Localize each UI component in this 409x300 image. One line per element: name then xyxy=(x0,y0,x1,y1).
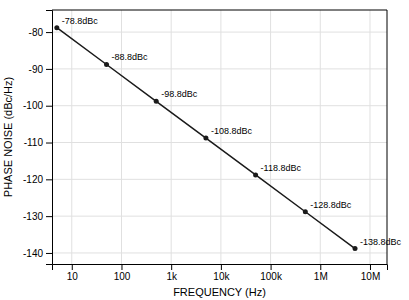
grid-line xyxy=(52,68,387,69)
tick: 1k xyxy=(166,264,178,282)
tick: -90 xyxy=(29,64,52,75)
x-axis: 10 100 1k 10k 100k 1M 10M xyxy=(53,264,388,282)
tick-label: 10M xyxy=(361,271,380,282)
line xyxy=(57,28,355,249)
data-label: -88.8dBc xyxy=(112,52,149,62)
grid-line xyxy=(52,142,387,143)
data-label: -98.8dBc xyxy=(161,89,198,99)
tick: -130 xyxy=(23,211,52,222)
tick-label: -120 xyxy=(23,174,43,185)
point xyxy=(203,136,208,141)
tick-mark xyxy=(46,216,52,217)
y-axis: -80 -90 -100 -110 -120 -130 -140 xyxy=(23,11,53,265)
tick-label: 1k xyxy=(166,271,178,282)
point xyxy=(54,25,59,30)
tick-mark xyxy=(221,264,222,270)
tick-mark xyxy=(46,69,52,70)
tick-label: -140 xyxy=(23,248,43,259)
data-label: -128.8dBc xyxy=(310,200,352,210)
tick-mark xyxy=(370,264,371,270)
tick-label: -100 xyxy=(23,100,43,111)
grid xyxy=(52,10,387,264)
y-axis-title: PHASE NOISE (dBc/Hz) xyxy=(2,77,14,197)
tick: 1M xyxy=(314,264,328,282)
data-label: -118.8dBc xyxy=(261,163,302,173)
grid-line xyxy=(52,179,387,180)
point xyxy=(253,172,258,177)
grid-line xyxy=(52,105,387,106)
grid-line xyxy=(52,32,387,33)
grid-line xyxy=(52,216,387,217)
tick-label: 1M xyxy=(314,271,328,282)
tick: 100k xyxy=(260,264,283,282)
tick-label: -110 xyxy=(24,137,44,148)
tick-label: -130 xyxy=(23,211,43,222)
point xyxy=(104,62,109,67)
tick-label: 10 xyxy=(67,271,79,282)
tick-mark xyxy=(271,264,272,270)
tick-mark xyxy=(46,179,52,180)
data-label: -78.8dBc xyxy=(62,16,99,26)
tick: -110 xyxy=(24,137,52,148)
tick-mark xyxy=(320,264,321,270)
plot: 10 100 1k 10k 100k 1M 10M -80 -90 -100 -110 -120 -13… xyxy=(23,10,402,282)
grid-line xyxy=(270,10,271,264)
tick-mark xyxy=(121,264,122,270)
grid-line xyxy=(121,10,122,264)
tick: 10 xyxy=(67,264,79,282)
point xyxy=(154,99,159,104)
grid-line xyxy=(171,10,172,264)
chart: 10 100 1k 10k 100k 1M 10M -80 -90 -100 -110 -120 -13… xyxy=(0,0,409,300)
data-labels: -78.8dBc -88.8dBc -98.8dBc -108.8dBc -118.8d… xyxy=(62,16,402,247)
tick-label: 100k xyxy=(260,271,283,282)
tick-mark xyxy=(46,253,52,254)
data-label: -138.8dBc xyxy=(360,237,402,247)
frame xyxy=(52,10,387,11)
grid-line xyxy=(369,10,370,264)
tick-label: 10k xyxy=(213,271,230,282)
frame xyxy=(387,10,388,264)
tick: 10k xyxy=(213,264,230,282)
marks xyxy=(54,25,357,251)
axis-line xyxy=(53,265,388,271)
tick-label: 100 xyxy=(114,271,131,282)
tick: -100 xyxy=(23,100,52,111)
tick: 10M xyxy=(361,264,380,282)
point xyxy=(353,246,358,251)
tick: -120 xyxy=(23,174,52,185)
x-axis-title: FREQUENCY (Hz) xyxy=(173,286,266,298)
tick-mark xyxy=(46,143,52,144)
tick-mark xyxy=(46,32,52,33)
grid-line xyxy=(320,10,321,264)
grid-line xyxy=(52,252,387,253)
tick-label: -80 xyxy=(29,27,44,38)
tick: 100 xyxy=(114,264,131,282)
grid-line xyxy=(220,10,221,264)
tick: -80 xyxy=(29,27,52,38)
tick: -140 xyxy=(23,248,52,259)
axis-line xyxy=(46,11,53,265)
point xyxy=(303,209,308,214)
tick-mark xyxy=(46,106,52,107)
tick-mark xyxy=(171,264,172,270)
tick-mark xyxy=(72,264,73,270)
data-label: -108.8dBc xyxy=(211,126,253,136)
grid-line xyxy=(71,10,72,264)
tick-label: -90 xyxy=(29,64,44,75)
